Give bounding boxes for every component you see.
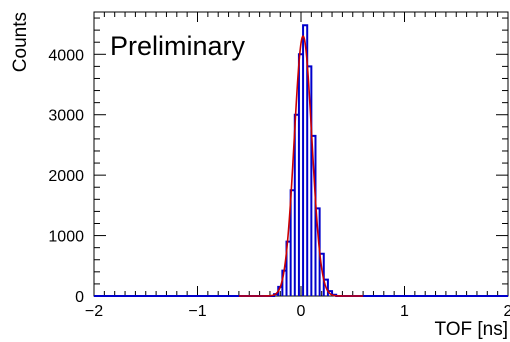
x-axis-title: TOF [ns] [434,319,508,340]
histogram-bins [274,25,336,296]
x-tick-label: −2 [85,303,103,320]
x-tick-labels: −2 −1 0 1 2 [85,303,510,320]
histogram-outline [94,24,508,297]
y-tick-label: 1000 [48,229,84,246]
x-tick-label: −1 [188,303,206,320]
preliminary-label: Preliminary [110,31,246,61]
y-axis-title: Counts [10,12,31,72]
x-tick-label: 1 [400,303,409,320]
gaussian-fit-curve [238,35,364,297]
y-tick-labels: 0 1000 2000 3000 4000 [48,47,84,306]
y-tick-label: 4000 [48,47,84,64]
x-tick-label: 0 [297,303,306,320]
y-tick-label: 0 [75,289,84,306]
x-tick-label: 2 [504,303,510,320]
y-tick-label: 3000 [48,108,84,125]
y-tick-label: 2000 [48,168,84,185]
